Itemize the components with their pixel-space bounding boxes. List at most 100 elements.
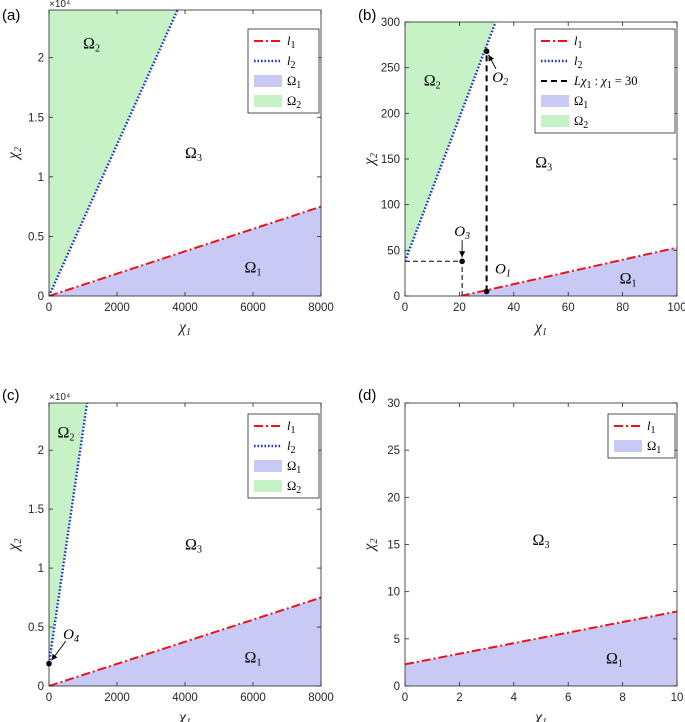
- series-line-2: [405, 22, 497, 262]
- legend: l1 l2 Lχ1 : χ1 = 30 Ω1 Ω2: [534, 28, 676, 134]
- x-tick-label: 8000: [308, 692, 334, 704]
- y-tick-label: 15: [387, 540, 400, 552]
- legend-entry: l2: [287, 54, 295, 71]
- legend-swatch: [541, 115, 569, 127]
- x-tick-label: 4: [511, 692, 518, 704]
- point-label-O1: O1: [495, 262, 511, 280]
- y-tick-label: 25: [387, 445, 400, 457]
- y-tick-label: 20: [387, 492, 400, 504]
- series-line-1: [49, 205, 321, 296]
- y-tick-label: 0.5: [28, 622, 44, 634]
- y-tick-label: 0: [394, 291, 400, 303]
- legend: l1 l2 Ω1 Ω2: [247, 413, 320, 499]
- x-axis-label: χ1: [533, 319, 547, 338]
- x-tick-label: 40: [507, 302, 520, 314]
- y-tick-label: 0: [38, 681, 44, 693]
- chart-panel-1: 0 2000 4000 6000 8000 0 0.5 1 1.5 2 ×10⁴ χ1 χ2 Ω2 Ω3 Ω1…: [2, 0, 334, 338]
- region-label: Ω3: [185, 537, 202, 556]
- y-axis-label: χ2: [361, 538, 380, 552]
- region-label: Ω2: [424, 72, 441, 91]
- region-label: Ω2: [58, 424, 75, 443]
- region-label: Ω1: [606, 651, 623, 670]
- legend-swatch: [614, 440, 642, 452]
- x-tick-label: 60: [562, 302, 575, 314]
- y-tick-label: 250: [381, 63, 400, 75]
- region-label: Ω2: [83, 35, 100, 54]
- y-tick-label: 1: [38, 563, 44, 575]
- y-tick-label: 1.5: [28, 504, 44, 516]
- x-tick-label: 2: [456, 692, 462, 704]
- y-tick-label: 2: [38, 53, 44, 65]
- arrow-head: [488, 54, 494, 62]
- y-tick-label: 0: [394, 681, 400, 693]
- legend-entry: Ω2: [574, 114, 588, 131]
- legend-swatch: [254, 75, 282, 87]
- chart-panel-2: 0 20 40 60 80 100 0 50 100 150 200 250 300 χ1 χ2 Ω2 Ω3 Ω1…: [358, 7, 685, 338]
- y-tick-label: 200: [381, 108, 400, 120]
- point-O4: [46, 660, 52, 667]
- chart-panel-3: 0 2000 4000 6000 8000 0 0.5 1 1.5 2 ×10⁴ χ1 χ2 Ω2 Ω3 Ω1…: [2, 387, 334, 722]
- panel-label: (a): [2, 7, 20, 24]
- point-label-O4: O4: [63, 627, 79, 645]
- region-label: Ω1: [245, 650, 262, 669]
- legend-swatch: [254, 95, 282, 107]
- legend-swatch: [541, 95, 569, 107]
- legend-entry: Ω1: [287, 74, 301, 91]
- chart-panel-4: 0246810051015202530χ1χ2Ω3Ω1l1Ω1(d): [358, 387, 683, 722]
- legend-entry: l1: [647, 419, 655, 436]
- region-label: Ω3: [535, 155, 552, 174]
- y-tick-label: 30: [387, 398, 400, 410]
- x-tick-label: 80: [616, 302, 629, 314]
- y-tick-label: 10: [387, 587, 400, 599]
- region-Ω1: [405, 611, 677, 686]
- point-O1: [483, 288, 490, 295]
- arrow-head: [51, 653, 58, 661]
- y-tick-label: 1.5: [28, 112, 44, 124]
- series-line-1: [49, 596, 321, 686]
- point-label-O2: O2: [492, 70, 508, 88]
- x-tick-label: 20: [453, 302, 466, 314]
- arrow-head: [459, 251, 466, 258]
- y-tick-label: 2: [38, 445, 44, 457]
- y-tick-label: 0.5: [28, 231, 44, 243]
- point-label-O3: O3: [454, 224, 470, 242]
- x-tick-label: 6: [565, 692, 571, 704]
- legend-entry: l2: [287, 439, 295, 456]
- legend: l1 l2 Ω1 Ω2: [247, 28, 320, 114]
- series-line-1: [460, 246, 677, 296]
- y-axis-label: χ2: [361, 153, 380, 167]
- panel-label: (c): [2, 387, 20, 404]
- legend-entry: l1: [287, 34, 295, 51]
- x-tick-label: 4000: [172, 692, 198, 704]
- x-axis-label: χ1: [177, 709, 191, 722]
- region-label: Ω3: [185, 145, 202, 164]
- legend-entry: l1: [287, 419, 295, 436]
- y-tick-label: 1: [38, 172, 44, 184]
- series-line-1: [405, 610, 677, 666]
- x-tick-label: 6000: [240, 302, 266, 314]
- x-tick-label: 6000: [240, 692, 266, 704]
- panel-label: (d): [358, 387, 376, 404]
- y-tick-label: 0: [38, 291, 44, 303]
- x-tick-label: 2000: [104, 692, 130, 704]
- x-tick-label: 0: [46, 302, 52, 314]
- region-label: Ω1: [245, 259, 262, 278]
- legend-entry: Ω1: [647, 439, 661, 456]
- legend-entry: Ω1: [287, 459, 301, 476]
- x-tick-label: 8: [619, 692, 625, 704]
- legend-entry: Ω2: [287, 479, 301, 496]
- legend-entry: Ω1: [574, 94, 588, 111]
- y-tick-label: 50: [387, 245, 400, 257]
- y-exponent-label: ×10⁴: [49, 0, 70, 10]
- legend-swatch: [254, 460, 282, 472]
- x-tick-label: 0: [402, 302, 408, 314]
- legend-entry: Lχ1 : χ1 = 30: [573, 74, 638, 91]
- x-tick-label: 10: [671, 692, 684, 704]
- point-O3: [459, 258, 465, 265]
- y-tick-label: 150: [381, 154, 400, 166]
- y-exponent-label: ×10⁴: [49, 392, 70, 403]
- legend-entry: l1: [574, 34, 582, 51]
- x-axis-label: χ1: [533, 709, 547, 722]
